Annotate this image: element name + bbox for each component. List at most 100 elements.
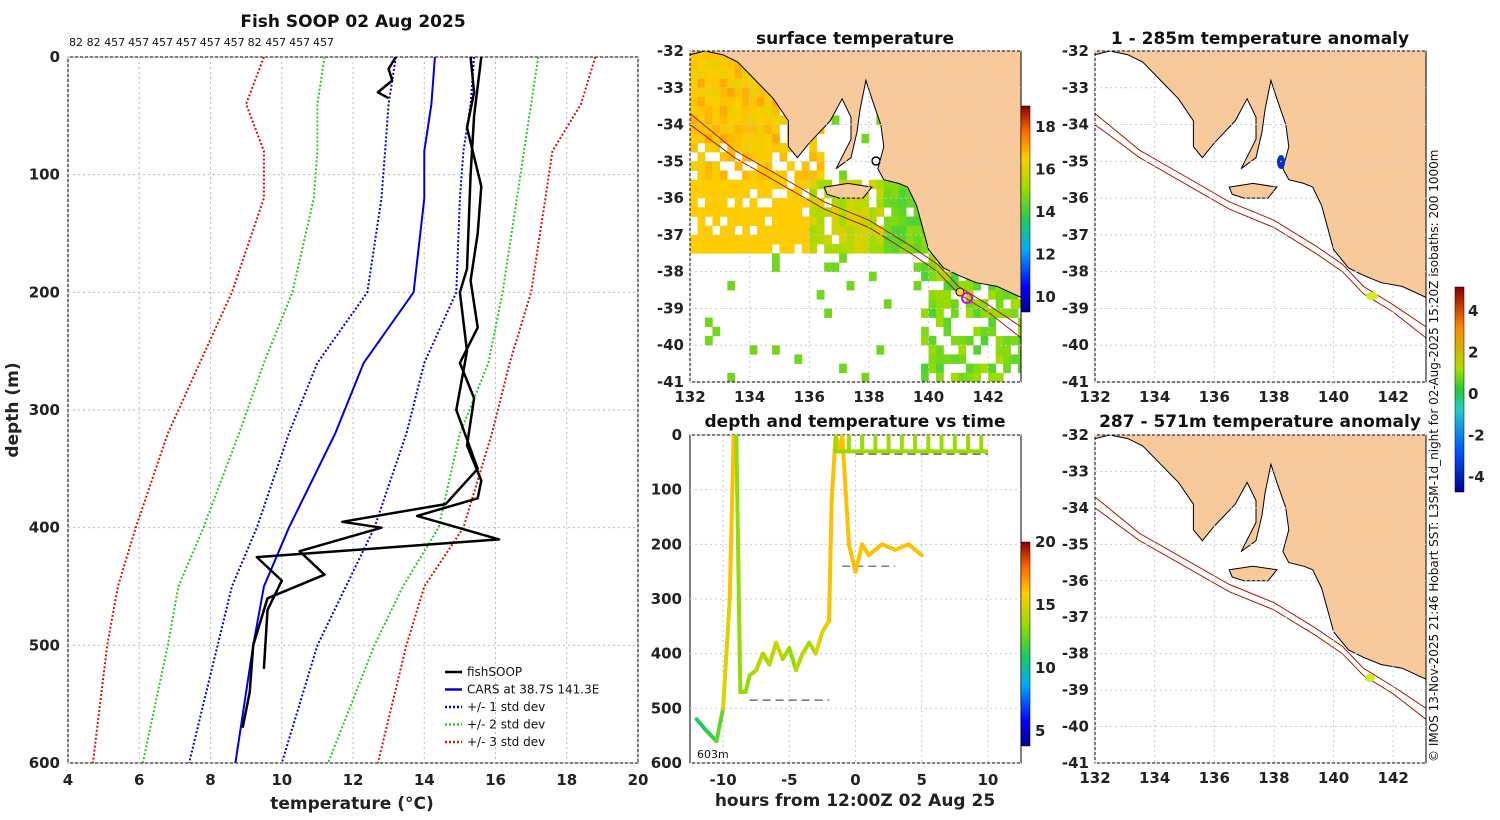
map-x-tick-label: 140 bbox=[913, 388, 944, 406]
track-segment bbox=[860, 542, 871, 558]
sst-cell bbox=[809, 170, 818, 180]
sst-cell bbox=[1018, 345, 1021, 355]
sst-cell bbox=[712, 179, 721, 190]
depth-time-xlabel: hours from 12:00Z 02 Aug 25 bbox=[715, 791, 995, 811]
sst-cell bbox=[801, 170, 810, 180]
sst-colorbar-label: 14 bbox=[1035, 203, 1056, 221]
sst-cell bbox=[928, 253, 937, 263]
time-y-tick-label: 100 bbox=[651, 481, 682, 499]
sst-cell bbox=[697, 124, 706, 135]
sst-cell bbox=[943, 299, 952, 309]
sst-cell bbox=[943, 354, 952, 364]
sst-cell bbox=[831, 115, 840, 125]
sst-cell bbox=[891, 207, 900, 217]
sst-cell bbox=[876, 207, 885, 217]
sst-cell bbox=[742, 133, 750, 144]
sst-cell bbox=[764, 142, 773, 153]
time-y-tick-label: 0 bbox=[672, 426, 682, 444]
sst-cell bbox=[749, 115, 758, 125]
sst-cell bbox=[876, 244, 885, 254]
sst-cell bbox=[764, 188, 773, 199]
sst-cell bbox=[801, 234, 810, 245]
sst-cell bbox=[965, 372, 974, 382]
anomaly-shallow-land bbox=[1095, 51, 1426, 298]
anomaly-colorbar-label: -4 bbox=[1468, 468, 1485, 486]
sst-cell bbox=[697, 207, 706, 217]
sst-cell bbox=[772, 179, 780, 190]
sst-cell bbox=[794, 234, 803, 245]
sst-cell bbox=[734, 207, 743, 217]
sst-cell bbox=[943, 271, 952, 282]
sst-cell bbox=[734, 60, 743, 70]
side-caption: © IMOS 13-Nov-2025 21:46 Hobart SST: L3S… bbox=[1427, 150, 1441, 762]
sst-cell bbox=[854, 216, 862, 226]
sst-cell bbox=[719, 188, 728, 199]
sst-cell bbox=[921, 262, 929, 272]
sst-cell bbox=[861, 133, 870, 144]
sst-cell bbox=[734, 87, 743, 98]
sst-cell bbox=[980, 326, 989, 337]
sst-cell bbox=[690, 133, 698, 144]
sst-cell bbox=[772, 133, 780, 144]
map-y-tick-label: -40 bbox=[1062, 718, 1089, 736]
sst-cell bbox=[719, 234, 728, 245]
track-colorbar-label: 20 bbox=[1035, 533, 1056, 551]
sst-cell bbox=[1018, 299, 1021, 309]
sst-cell bbox=[846, 225, 855, 236]
profile-top-label: 457 bbox=[265, 36, 286, 49]
map-y-tick-label: -38 bbox=[657, 263, 684, 281]
sst-cell bbox=[697, 115, 706, 125]
profile-series--1-std bbox=[280, 57, 476, 763]
sst-cell bbox=[697, 69, 706, 79]
sst-cell bbox=[742, 225, 750, 236]
sst-cell bbox=[779, 216, 788, 226]
sst-cell bbox=[712, 234, 721, 245]
sst-cell bbox=[749, 170, 758, 180]
sst-cell bbox=[712, 106, 721, 116]
sst-cell bbox=[839, 363, 847, 374]
sst-cell bbox=[704, 234, 713, 245]
sst-cell bbox=[764, 170, 773, 180]
track-colorbar-label: 10 bbox=[1035, 659, 1056, 677]
map-x-tick-label: 136 bbox=[1199, 388, 1230, 406]
sst-cell bbox=[831, 262, 840, 272]
sst-cell bbox=[928, 290, 937, 300]
sst-cell bbox=[801, 225, 810, 236]
sst-cell bbox=[719, 207, 728, 217]
sst-cell bbox=[734, 216, 743, 226]
sst-cell bbox=[824, 179, 832, 190]
sst-cell bbox=[697, 170, 706, 180]
sst-cell bbox=[936, 299, 944, 309]
sst-cell bbox=[734, 188, 743, 199]
sst-cell bbox=[697, 51, 706, 61]
track-segment bbox=[743, 673, 752, 694]
sst-cell bbox=[786, 225, 795, 236]
sst-cell bbox=[1018, 336, 1021, 346]
sst-cell bbox=[928, 336, 937, 346]
profile-series-fishsoop-shallow bbox=[376, 57, 397, 100]
sst-cell bbox=[779, 225, 788, 236]
profile-x-tick-label: 14 bbox=[414, 771, 435, 789]
profile-top-label: 457 bbox=[176, 36, 197, 49]
sst-cell bbox=[794, 354, 803, 364]
sst-cell bbox=[839, 198, 847, 208]
profile-ylabel: depth (m) bbox=[3, 362, 23, 457]
sst-cell bbox=[876, 225, 885, 236]
map-x-tick-label: 132 bbox=[1079, 769, 1110, 787]
anomaly-shallow-title: 1 - 285m temperature anomaly bbox=[1111, 29, 1409, 49]
sst-cell bbox=[734, 78, 743, 89]
sst-cell bbox=[734, 115, 743, 125]
map-y-tick-label: -41 bbox=[1062, 754, 1089, 772]
map-y-tick-label: -33 bbox=[1062, 462, 1089, 480]
sst-cell bbox=[690, 60, 698, 70]
depth-time-panel: depth and temperature vs time -10 -5 0 5 100… bbox=[651, 412, 1056, 811]
map-x-tick-label: 134 bbox=[1139, 388, 1170, 406]
profile-title: Fish SOOP 02 Aug 2025 bbox=[240, 12, 465, 32]
profile-y-tick-label: 0 bbox=[50, 48, 60, 66]
map-y-tick-label: -37 bbox=[1062, 226, 1089, 244]
sst-cell bbox=[809, 216, 818, 226]
map-y-tick-label: -32 bbox=[1062, 42, 1089, 60]
sst-cell bbox=[891, 198, 900, 208]
track-segment bbox=[787, 646, 798, 673]
sst-cell bbox=[757, 179, 765, 190]
